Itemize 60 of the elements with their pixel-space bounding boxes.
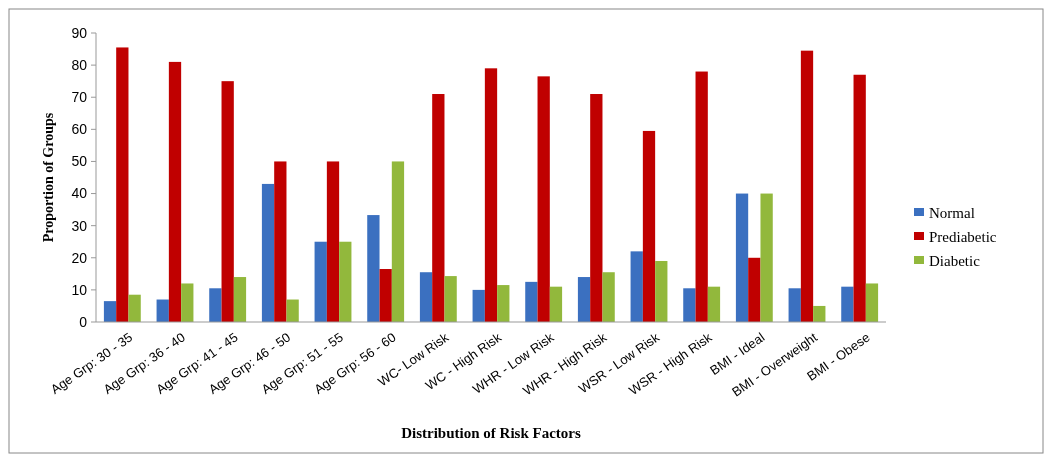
bar xyxy=(537,76,550,322)
bar xyxy=(577,277,591,322)
bar xyxy=(261,183,275,322)
bar xyxy=(103,301,117,322)
bar xyxy=(800,50,814,322)
legend-label: Diabetic xyxy=(929,253,981,270)
bar xyxy=(760,193,773,322)
bar xyxy=(326,161,340,322)
bar xyxy=(853,74,866,322)
bar xyxy=(630,251,643,322)
x-axis-title: Distribution of Risk Factors xyxy=(401,425,581,441)
bar xyxy=(233,277,247,322)
bar xyxy=(274,161,287,322)
bar xyxy=(432,94,445,322)
bar xyxy=(707,286,721,322)
bar xyxy=(339,241,352,322)
y-tick-label: 70 xyxy=(71,89,88,106)
bar xyxy=(642,130,656,322)
bar xyxy=(484,68,498,322)
y-tick-label: 50 xyxy=(71,153,88,170)
y-tick-label: 80 xyxy=(71,57,88,74)
bar xyxy=(286,299,299,322)
bar xyxy=(865,283,879,322)
y-tick-label: 20 xyxy=(71,249,88,266)
bar xyxy=(391,161,405,322)
bar xyxy=(695,71,708,322)
bar xyxy=(419,272,433,322)
bar xyxy=(379,269,392,322)
bar xyxy=(735,193,749,322)
bar xyxy=(655,260,668,322)
bar xyxy=(497,285,510,322)
bar xyxy=(128,294,141,322)
y-tick-label: 60 xyxy=(71,121,88,138)
legend-label: Prediabetic xyxy=(929,229,997,246)
bar xyxy=(367,215,380,322)
bar xyxy=(156,299,169,322)
bar xyxy=(813,305,826,322)
y-tick-label: 0 xyxy=(79,313,88,330)
y-tick-label: 10 xyxy=(71,281,88,298)
bar xyxy=(314,241,327,322)
bar xyxy=(788,288,801,322)
bar xyxy=(841,286,854,322)
bar xyxy=(748,257,761,322)
bar xyxy=(472,289,485,322)
bar xyxy=(549,286,563,322)
legend-label: Normal xyxy=(929,205,975,222)
bar xyxy=(683,288,696,322)
bar xyxy=(221,81,234,322)
bar xyxy=(590,94,603,322)
y-tick-label: 40 xyxy=(71,185,88,202)
bar xyxy=(602,272,615,322)
bar xyxy=(116,47,129,322)
bar xyxy=(525,281,538,322)
y-axis-title: Proportion of Groups xyxy=(41,112,56,243)
bar xyxy=(209,288,222,322)
y-tick-label: 30 xyxy=(71,217,88,234)
bar xyxy=(168,61,182,322)
y-tick-label: 90 xyxy=(71,24,88,41)
bar xyxy=(444,276,457,322)
bar xyxy=(181,283,194,322)
